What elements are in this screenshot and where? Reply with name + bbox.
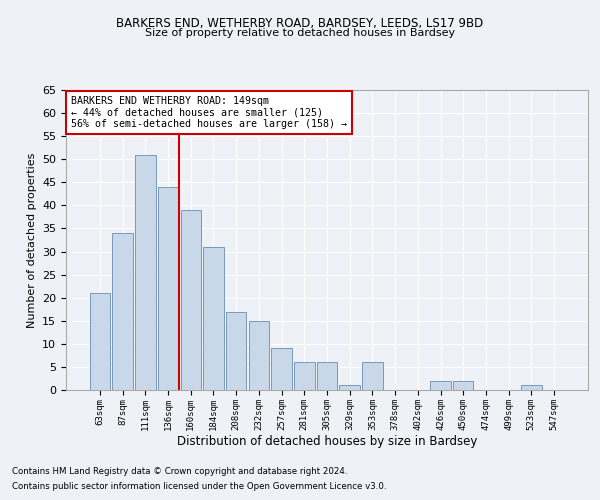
Bar: [248, 321, 269, 390]
Bar: [453, 381, 473, 390]
Bar: [430, 381, 451, 390]
Bar: [362, 362, 383, 390]
Bar: [158, 187, 178, 390]
Bar: [521, 386, 542, 390]
Bar: [181, 210, 201, 390]
Bar: [226, 312, 247, 390]
Bar: [294, 362, 314, 390]
Text: Contains HM Land Registry data © Crown copyright and database right 2024.: Contains HM Land Registry data © Crown c…: [12, 467, 347, 476]
Bar: [203, 247, 224, 390]
Text: BARKERS END, WETHERBY ROAD, BARDSEY, LEEDS, LS17 9BD: BARKERS END, WETHERBY ROAD, BARDSEY, LEE…: [116, 18, 484, 30]
Bar: [340, 386, 360, 390]
Y-axis label: Number of detached properties: Number of detached properties: [26, 152, 37, 328]
X-axis label: Distribution of detached houses by size in Bardsey: Distribution of detached houses by size …: [177, 436, 477, 448]
Text: Size of property relative to detached houses in Bardsey: Size of property relative to detached ho…: [145, 28, 455, 38]
Text: Contains public sector information licensed under the Open Government Licence v3: Contains public sector information licen…: [12, 482, 386, 491]
Bar: [317, 362, 337, 390]
Bar: [90, 293, 110, 390]
Text: BARKERS END WETHERBY ROAD: 149sqm
← 44% of detached houses are smaller (125)
56%: BARKERS END WETHERBY ROAD: 149sqm ← 44% …: [71, 96, 347, 129]
Bar: [271, 348, 292, 390]
Bar: [135, 154, 155, 390]
Bar: [112, 233, 133, 390]
